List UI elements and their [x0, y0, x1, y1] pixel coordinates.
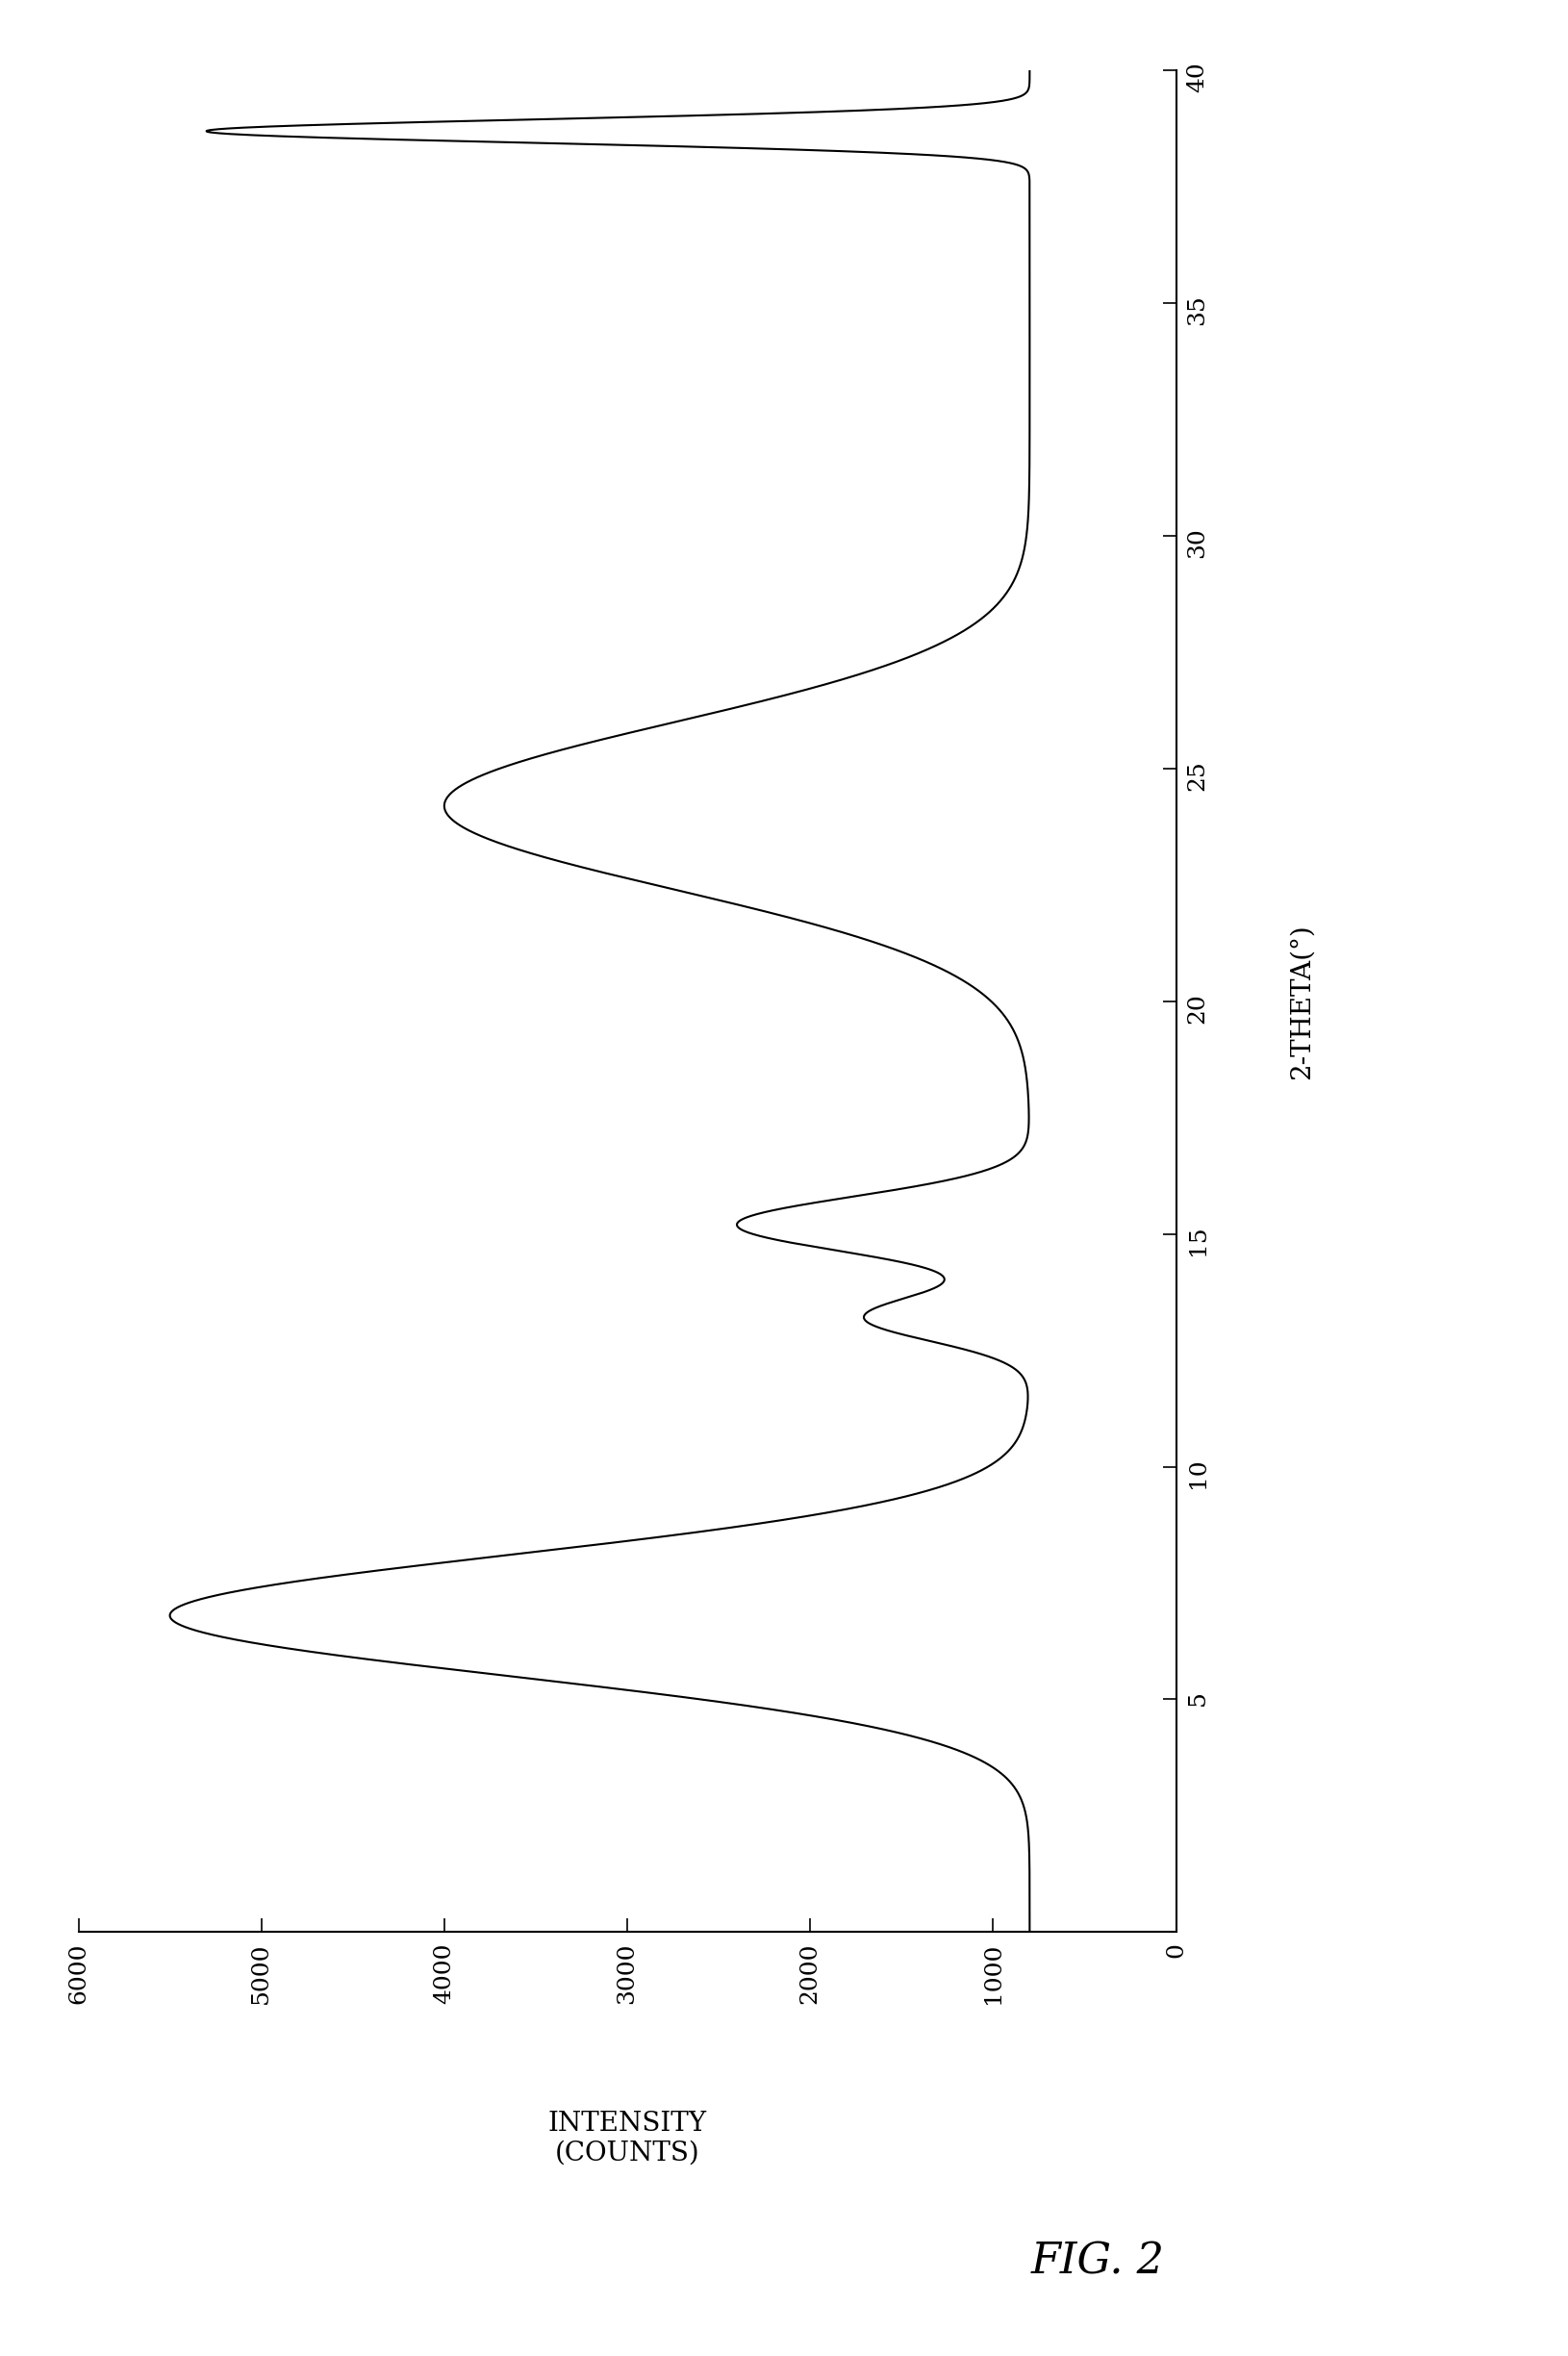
- Text: FIG. 2: FIG. 2: [1030, 2241, 1165, 2283]
- Y-axis label: 2-THETA(°): 2-THETA(°): [1289, 924, 1316, 1079]
- X-axis label: INTENSITY
(COUNTS): INTENSITY (COUNTS): [547, 2111, 707, 2168]
